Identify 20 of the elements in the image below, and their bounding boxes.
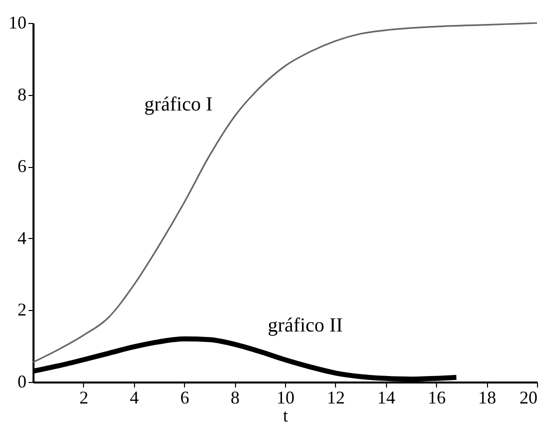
y-tick-label: 10 (8, 12, 26, 32)
series-label: gráfico I (144, 93, 213, 116)
x-tick-label: 4 (130, 388, 139, 408)
series-label: gráfico II (268, 314, 343, 336)
x-tick-label: 20 (520, 388, 538, 408)
x-tick-label: 8 (230, 388, 240, 408)
x-tick-label: 2 (79, 388, 88, 408)
line-series (32, 22, 538, 364)
x-tick-label: 18 (478, 388, 496, 408)
x-tick-label: 14 (377, 388, 396, 408)
x-tick-label: 10 (276, 388, 294, 408)
y-tick-label: 0 (18, 372, 26, 392)
x-tick-label: 12 (326, 388, 345, 408)
x-axis-title: t (282, 406, 288, 426)
y-tick-label: 4 (18, 228, 26, 248)
y-tick-label: 2 (18, 300, 26, 320)
x-tick-label: 6 (180, 388, 190, 408)
y-tick-label: 6 (18, 156, 26, 176)
y-tick-label: 8 (18, 84, 26, 104)
x-tick-label: 16 (428, 388, 446, 408)
